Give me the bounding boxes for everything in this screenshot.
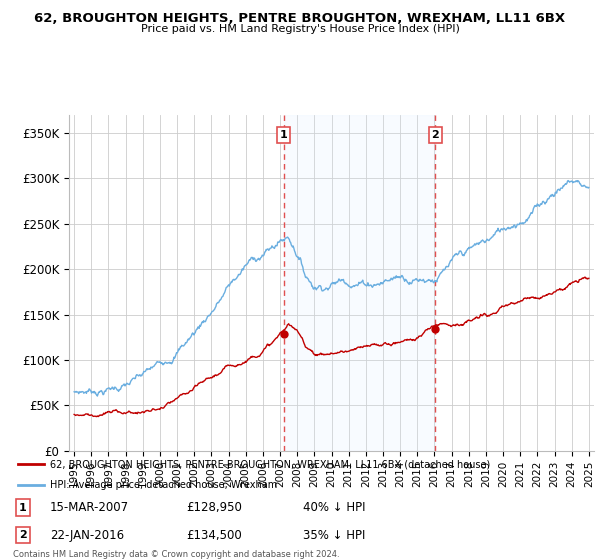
Text: 35% ↓ HPI: 35% ↓ HPI bbox=[303, 529, 365, 542]
Text: 22-JAN-2016: 22-JAN-2016 bbox=[50, 529, 124, 542]
Text: 1: 1 bbox=[19, 502, 27, 512]
Text: Contains HM Land Registry data © Crown copyright and database right 2024.
This d: Contains HM Land Registry data © Crown c… bbox=[13, 550, 340, 560]
Text: HPI: Average price, detached house, Wrexham: HPI: Average price, detached house, Wrex… bbox=[50, 480, 277, 490]
Bar bbox=[284, 115, 436, 451]
Text: £134,500: £134,500 bbox=[187, 529, 242, 542]
Text: 1: 1 bbox=[280, 130, 287, 140]
Text: 2: 2 bbox=[19, 530, 27, 540]
Text: 40% ↓ HPI: 40% ↓ HPI bbox=[303, 501, 365, 514]
Text: 62, BROUGHTON HEIGHTS, PENTRE BROUGHTON, WREXHAM, LL11 6BX (detached house): 62, BROUGHTON HEIGHTS, PENTRE BROUGHTON,… bbox=[50, 459, 490, 469]
Text: 62, BROUGHTON HEIGHTS, PENTRE BROUGHTON, WREXHAM, LL11 6BX: 62, BROUGHTON HEIGHTS, PENTRE BROUGHTON,… bbox=[34, 12, 566, 25]
Text: Price paid vs. HM Land Registry's House Price Index (HPI): Price paid vs. HM Land Registry's House … bbox=[140, 24, 460, 34]
Text: 2: 2 bbox=[431, 130, 439, 140]
Text: £128,950: £128,950 bbox=[187, 501, 242, 514]
Text: 15-MAR-2007: 15-MAR-2007 bbox=[50, 501, 129, 514]
